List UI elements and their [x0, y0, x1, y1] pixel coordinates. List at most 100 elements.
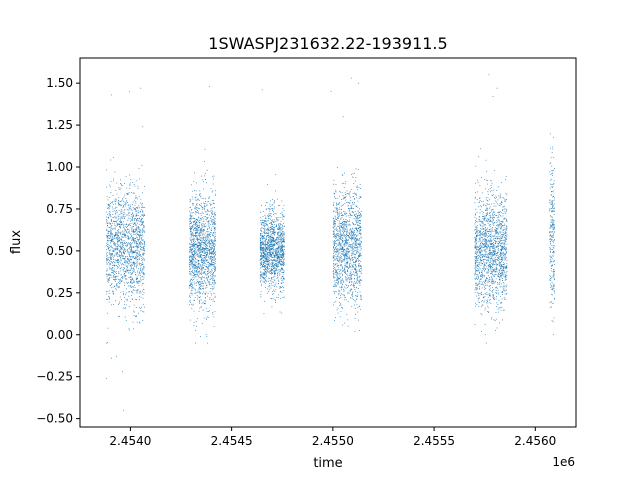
data-point [131, 259, 132, 261]
data-point [279, 237, 281, 239]
data-point [278, 254, 280, 256]
data-point [204, 234, 206, 236]
data-point [356, 238, 358, 240]
data-point [123, 252, 125, 254]
data-point [191, 274, 193, 276]
data-point [281, 252, 283, 254]
data-point [135, 218, 137, 219]
data-point [356, 197, 358, 199]
data-point [131, 267, 133, 269]
data-point [189, 319, 191, 321]
data-point [213, 248, 215, 250]
data-point [359, 226, 361, 228]
data-point [208, 255, 209, 257]
data-point [269, 206, 271, 208]
data-point [130, 301, 131, 303]
data-point [270, 251, 271, 253]
data-point [264, 221, 266, 223]
data-point [335, 286, 337, 287]
data-point [135, 243, 137, 245]
data-point [128, 231, 130, 233]
data-point [211, 288, 213, 289]
data-point [352, 235, 353, 237]
data-point [196, 279, 198, 281]
data-point [261, 222, 263, 224]
data-point [212, 263, 214, 265]
data-point [265, 239, 266, 241]
data-point [280, 233, 282, 235]
data-point [262, 255, 263, 257]
data-point [273, 289, 274, 291]
data-point [214, 269, 215, 270]
data-point [205, 254, 207, 256]
data-point [132, 256, 133, 258]
data-point [139, 253, 141, 255]
data-point [355, 168, 357, 170]
data-point [207, 293, 209, 294]
data-point [109, 274, 111, 276]
data-point [120, 231, 122, 233]
data-point [203, 265, 205, 267]
data-point [125, 275, 127, 277]
data-point [199, 255, 201, 257]
data-point [142, 274, 144, 276]
data-point [337, 256, 338, 258]
data-point [276, 254, 278, 255]
data-point [190, 215, 192, 217]
data-point [120, 274, 122, 276]
data-point [138, 247, 140, 248]
data-point [205, 211, 207, 213]
data-point [213, 262, 215, 263]
data-point [127, 224, 129, 226]
data-point [337, 225, 339, 227]
data-point [132, 230, 133, 232]
data-point [192, 244, 194, 246]
data-point [264, 243, 266, 245]
data-point [193, 207, 195, 209]
data-point [126, 187, 128, 189]
data-point [115, 225, 117, 227]
data-point [335, 271, 337, 273]
data-point [197, 235, 199, 237]
data-point [191, 283, 193, 284]
data-point [191, 293, 193, 295]
data-point [279, 235, 280, 236]
data-point [137, 283, 139, 285]
data-point [264, 271, 266, 272]
data-point [138, 299, 140, 301]
data-point [114, 235, 115, 237]
data-point [270, 264, 272, 265]
data-point [120, 187, 122, 189]
data-point [360, 227, 362, 229]
data-point [134, 258, 136, 260]
data-point [205, 297, 206, 299]
data-point [213, 221, 215, 223]
data-point [206, 249, 208, 251]
data-point [133, 215, 135, 217]
data-point [339, 237, 341, 239]
data-point [356, 273, 358, 274]
data-point [137, 256, 139, 258]
data-point [143, 289, 145, 291]
data-point [201, 259, 202, 261]
data-point [206, 259, 207, 261]
data-point [112, 203, 114, 205]
data-point [124, 183, 125, 184]
data-point [208, 228, 210, 229]
data-point [190, 222, 192, 223]
data-point [118, 199, 119, 201]
data-point [189, 300, 191, 302]
data-point [197, 246, 199, 247]
data-point [272, 297, 274, 299]
data-point [206, 278, 208, 280]
data-point [198, 265, 200, 267]
data-point [281, 232, 283, 234]
data-point [352, 292, 354, 294]
data-point [349, 257, 351, 259]
data-point [135, 220, 137, 222]
data-point [264, 226, 266, 228]
data-point [260, 230, 261, 232]
data-point [263, 236, 265, 238]
data-point [281, 276, 283, 278]
data-point [107, 226, 109, 228]
